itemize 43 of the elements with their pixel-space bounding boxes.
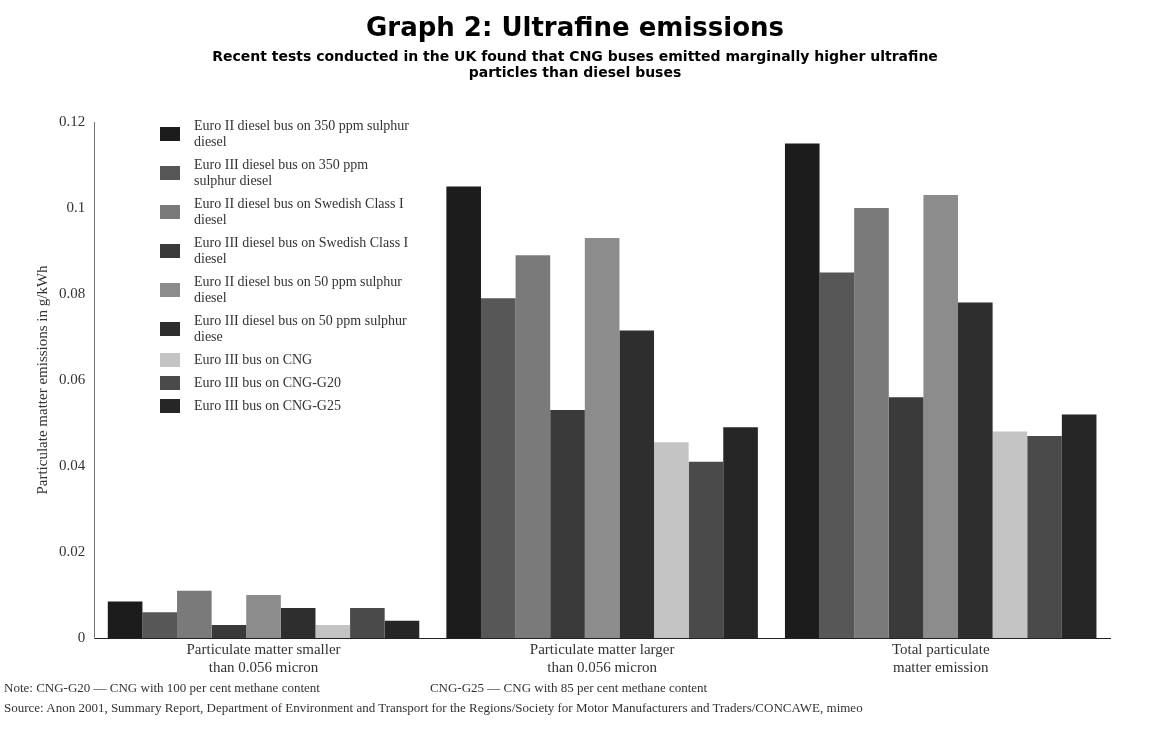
- bar: [819, 272, 855, 638]
- bar: [515, 255, 551, 638]
- y-tick-label: 0.12: [59, 112, 86, 129]
- legend-label: Euro II diesel bus on Swedish Class I diesel: [194, 196, 405, 228]
- y-tick-label: 0: [77, 628, 86, 645]
- bar: [854, 208, 889, 638]
- legend-label: Euro II diesel bus on 350 ppm sulphur diesel: [194, 118, 410, 150]
- text: Note: CNG-G20 — CNG with 100 per cent methane content: [4, 680, 320, 696]
- legend-label: Euro III bus on CNG-G25: [194, 398, 341, 414]
- bar: [480, 298, 516, 638]
- bar: [992, 431, 1028, 638]
- bar: [315, 625, 351, 638]
- bar: [211, 625, 247, 638]
- chart-subtitle: Recent tests conducted in the UK found that CNG buses emitted marginally higher ultrafine particles than diesel buses: [211, 48, 939, 80]
- legend-label: Euro III bus on CNG-G20: [194, 375, 341, 391]
- text: CNG-G25 — CNG with 85 per cent methane content: [429, 680, 708, 696]
- y-tick-label: 0.04: [59, 456, 86, 473]
- bar: [888, 397, 924, 638]
- x-tick-label: Particulate matter smaller than 0.056 micron: [186, 640, 341, 675]
- bar: [688, 461, 724, 638]
- bar: [584, 238, 620, 638]
- y-tick-label: 0.1: [66, 198, 86, 215]
- bar: [246, 595, 281, 638]
- x-tick-label: Total particulate matter emission: [891, 640, 990, 675]
- bar: [177, 590, 212, 638]
- legend-label: Euro III diesel bus on Swedish Class I diesel: [194, 235, 410, 267]
- x-tick-label: Particulate matter larger than 0.056 micron: [529, 640, 675, 675]
- legend-label: Euro III diesel bus on 50 ppm sulphur diese: [194, 313, 408, 345]
- chart-title: Graph 2: Ultrafine emissions: [364, 11, 786, 42]
- y-tick-label: 0.02: [59, 542, 86, 559]
- bar: [142, 612, 178, 638]
- bar: [1027, 435, 1062, 638]
- source-note: Source: Anon 2001, Summary Report, Department of Environment and Transport for the Regions/Society for Motor Manufacturers and Traders/CONCAWE, mimeo: [4, 700, 864, 716]
- legend-label: Euro III diesel bus on 350 ppm sulphur diesel: [194, 157, 370, 189]
- y-tick-label: 0.06: [59, 370, 86, 387]
- bar: [923, 195, 959, 638]
- bar: [350, 607, 385, 638]
- y-tick-label: 0.08: [59, 284, 86, 301]
- y-axis-title: Particulate matter emissions in g/kWh: [33, 264, 50, 495]
- legend-label: Euro III bus on CNG: [194, 352, 313, 368]
- legend-label: Euro II diesel bus on 50 ppm sulphur diesel: [194, 274, 404, 306]
- bar: [654, 442, 689, 638]
- bar: [550, 410, 585, 638]
